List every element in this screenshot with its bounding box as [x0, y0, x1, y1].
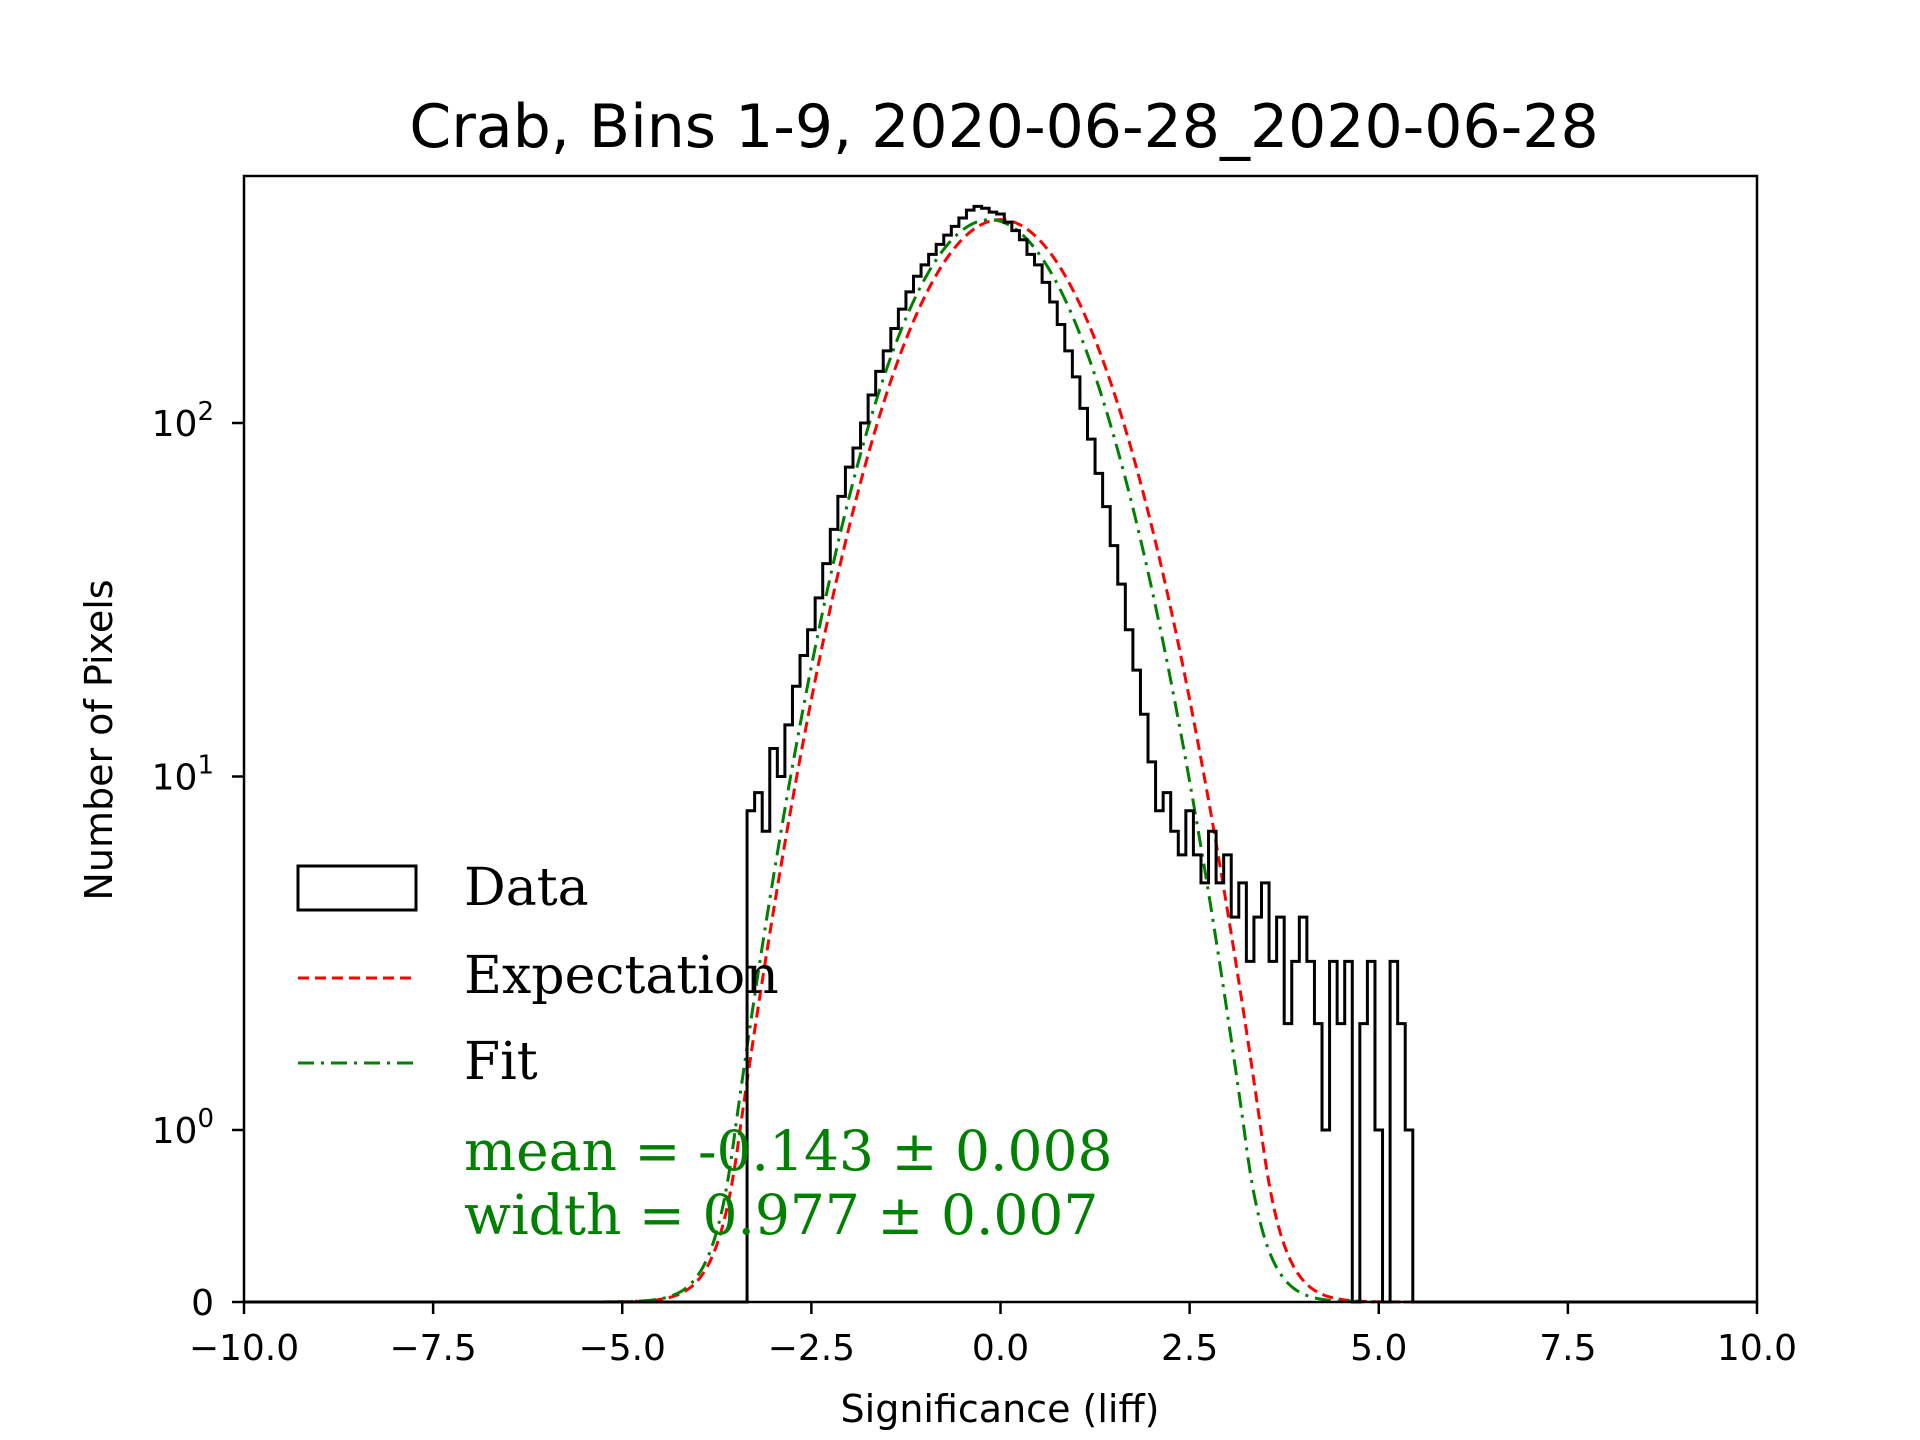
y-axis-ticks: 0 100 101 102: [152, 397, 244, 1324]
legend-expectation-label: Expectation: [464, 946, 779, 1006]
x-tick-label: −2.5: [768, 1328, 855, 1369]
y-tick-label: 101: [152, 751, 214, 799]
y-tick-label: 100: [152, 1104, 214, 1152]
fit-width-annotation: width = 0.977 ± 0.007: [464, 1183, 1098, 1247]
x-tick-label: 10.0: [1717, 1328, 1797, 1369]
x-tick-label: −7.5: [389, 1328, 476, 1369]
legend-data-swatch: [296, 864, 418, 912]
x-tick-label: 5.0: [1350, 1328, 1407, 1369]
legend: Data Expectation Fit: [296, 858, 779, 1092]
fit-mean-annotation: mean = -0.143 ± 0.008: [464, 1119, 1113, 1183]
y-axis-label: Number of Pixels: [77, 579, 121, 900]
x-tick-label: 7.5: [1539, 1328, 1596, 1369]
y-tick-label: 102: [152, 397, 214, 445]
x-tick-label: −10.0: [189, 1328, 299, 1369]
x-axis-ticks: −10.0 −7.5 −5.0 −2.5 0.0 2.5 5.0 7.5 10.0: [189, 1302, 1797, 1369]
legend-fit-label: Fit: [464, 1032, 538, 1092]
x-axis-label: Significance (liff): [841, 1387, 1160, 1431]
data-histogram-step: [244, 204, 1757, 1304]
expectation-curve: [244, 218, 1757, 1304]
x-tick-label: 0.0: [972, 1328, 1029, 1369]
x-tick-label: 2.5: [1161, 1328, 1218, 1369]
x-tick-label: −5.0: [579, 1328, 666, 1369]
y-tick-label: 0: [191, 1283, 214, 1324]
chart-title: Crab, Bins 1-9, 2020-06-28_2020-06-28: [409, 92, 1598, 162]
legend-data-label: Data: [464, 858, 589, 918]
